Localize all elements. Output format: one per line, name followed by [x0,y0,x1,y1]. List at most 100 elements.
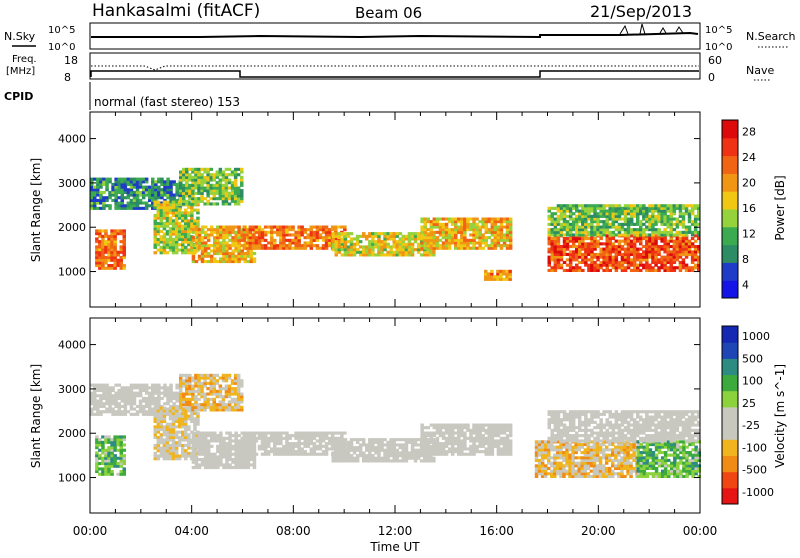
power-cell-r9 [609,250,613,253]
velocity-cell-r5 [310,442,314,445]
velocity-cell-r1 [166,386,170,389]
power-cell-r2 [187,230,191,233]
power-cell-r10 [682,223,686,226]
power-cell-r2 [166,201,170,204]
velocity-cell-r0 [120,451,124,454]
power-cell-r1 [136,199,140,202]
power-cell-r7 [481,239,485,242]
power-cell-r10 [639,223,643,226]
power-cell-r9 [682,245,686,248]
power-cell-r9 [694,240,698,243]
velocity-cell-r7 [472,437,476,440]
velocity-cell-r4 [207,463,211,466]
power-cell-r3 [203,171,207,174]
velocity-cell-r3 [206,393,210,396]
power-cell-r1 [169,191,173,194]
power-cell-r10 [557,215,561,218]
power-cell-r7 [478,236,482,239]
velocity-cell-r3 [179,385,183,388]
velocity-cell-r4 [222,463,226,466]
power-cell-r1 [166,180,170,183]
power-cell-r10 [548,218,552,221]
power-cell-r4 [201,226,205,229]
power-cell-r3 [234,192,238,195]
power-cell-r4 [201,239,205,242]
power-cell-r10 [551,231,555,234]
power-cell-r4 [225,236,229,239]
power-cell-r7 [481,233,485,236]
velocity-cell-r1 [163,384,167,387]
power-cell-r9 [685,242,689,245]
velocity-cell-r7 [454,447,458,450]
velocity-cell-r4 [198,442,202,445]
power-cell-r5 [282,236,286,239]
power-cell-r10 [636,223,640,226]
velocity-cell-r3 [191,390,195,393]
velocity-cell-r1 [148,392,152,395]
velocity-cell-r5 [297,445,301,448]
power-cell-r7 [451,223,455,226]
power-cell-r7 [509,218,513,221]
power-cell-r6 [353,245,357,248]
power-cell-r1 [121,199,125,202]
power-cell-r9 [548,258,552,261]
velocity-cell-r3 [179,406,183,409]
velocity-cell-r2 [157,431,161,434]
power-cell-r5 [307,244,311,247]
velocity-cell-r3 [206,377,210,380]
velocity-cell-r4 [241,455,245,458]
velocity-cell-r6 [377,441,381,444]
power-cell-r5 [255,231,259,234]
power-cell-r9 [624,237,628,240]
power-cell-r5 [258,244,262,247]
power-cell-r2 [163,222,167,225]
power-cell-r4 [198,257,202,260]
power-cell-r9 [612,264,616,267]
velocity-cell-r4 [234,455,238,458]
velocity-cell-r1 [133,392,137,395]
power-cell-r10 [578,218,582,221]
power-cell-r9 [566,253,570,256]
velocity-cell-r4 [195,432,199,435]
power-cell-r9 [670,237,674,240]
velocity-cell-r5 [288,450,292,453]
power-cell-r9 [596,242,600,245]
velocity-cell-r2 [175,431,179,434]
power-cell-r9 [572,245,576,248]
velocity-cell-r1 [114,397,118,400]
velocity-cell-r3 [191,385,195,388]
power-cell-r10 [566,204,570,207]
power-cell-r2 [160,217,164,220]
velocity-cell-r7 [457,445,461,448]
power-cell-r7 [491,226,495,229]
power-cell-r1 [157,178,161,181]
power-cell-r2 [178,217,182,220]
velocity-cell-r3 [237,379,241,382]
power-cell-r10 [572,212,576,215]
power-cell-r7 [427,233,431,236]
velocity-cell-r7 [445,437,449,440]
velocity-cell-r7 [436,429,440,432]
power-cell-r0 [113,259,117,262]
power-cell-r6 [399,245,403,248]
velocity-cell-r6 [368,451,372,454]
power-cell-r3 [203,179,207,182]
velocity-cell-r6 [374,457,378,460]
power-cell-r7 [451,239,455,242]
power-cell-r9 [624,250,628,253]
velocity-cell-r3 [228,403,232,406]
power-cell-r1 [108,178,112,181]
velocity-cell-r2 [175,425,179,428]
velocity-cell-r7 [472,432,476,435]
power-cell-r7 [463,244,467,247]
velocity-cell-r2 [157,407,161,410]
velocity-cell-r2 [178,417,182,420]
power-cell-r10 [685,212,689,215]
power-cell-r3 [191,197,195,200]
power-cell-r7 [448,231,452,234]
power-cell-r7 [451,236,455,239]
power-cell-r1 [154,191,158,194]
power-cell-r6 [359,253,363,256]
power-cell-r10 [618,226,622,229]
velocity-cell-r2 [169,409,173,412]
